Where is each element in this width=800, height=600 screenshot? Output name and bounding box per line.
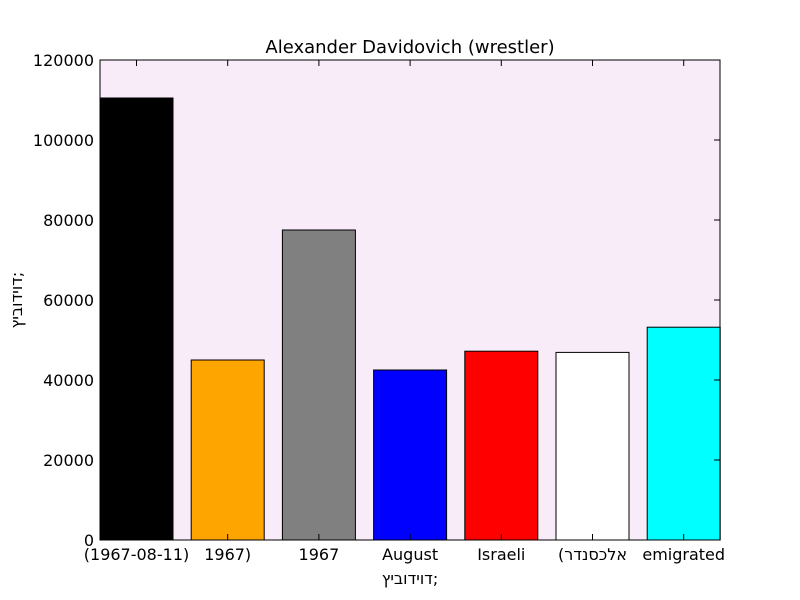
chart-title: Alexander Davidovich (wrestler) [265, 37, 554, 58]
y-tick-label-6: 120000 [33, 51, 94, 70]
x-tick-label-5: (אלכסנדר [558, 545, 627, 564]
plot-frame [99, 59, 721, 541]
x-tick-label-2: 1967 [299, 545, 340, 564]
y-tick-label-1: 20000 [43, 451, 94, 470]
y-tick-label-4: 80000 [43, 211, 94, 230]
x-tick-label-1: 1967) [204, 545, 251, 564]
bar-2 [281, 229, 356, 541]
y-axis: 0 20000 40000 60000 80000 100000 120000 [33, 51, 720, 550]
y-tick-label-0: 0 [84, 531, 94, 550]
bar-6 [646, 326, 721, 541]
y-axis-label: דוידוביץ; [7, 272, 26, 329]
bar-0 [99, 97, 174, 541]
y-tick-label-2: 40000 [43, 371, 94, 390]
x-tick-label-6: emigrated [642, 545, 725, 564]
bar-4 [464, 350, 539, 541]
x-axis: (1967-08-11) 1967) 1967 August Israeli (אלכסנ… [84, 60, 725, 564]
y-tick-label-3: 60000 [43, 291, 94, 310]
x-tick-label-0: (1967-08-11) [84, 545, 189, 564]
x-tick-label-4: Israeli [477, 545, 525, 564]
bar-5 [555, 351, 630, 541]
bar-1 [190, 359, 265, 541]
y-tick-label-5: 100000 [33, 131, 94, 150]
x-axis-label: דוידוביץ; [382, 569, 439, 588]
x-tick-label-3: August [382, 545, 438, 564]
bar-3 [373, 369, 448, 541]
bars-group [99, 97, 721, 541]
